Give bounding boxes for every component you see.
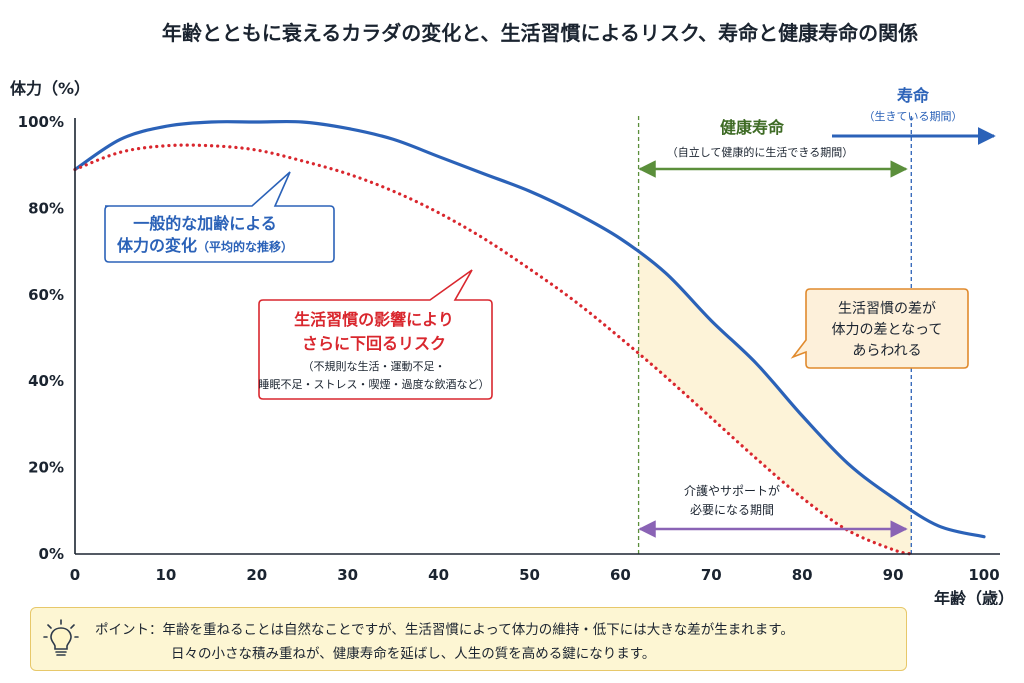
blue-callout: 一般的な加齢による 体力の変化（平均的な推移）: [104, 171, 335, 263]
x-tick-label: 20: [246, 566, 267, 584]
x-tick-label: 100: [968, 566, 999, 584]
blue-callout-line1: 一般的な加齢による: [133, 214, 277, 233]
red-callout: 生活習慣の影響により さらに下回るリスク （不規則な生活・運動不足・ 睡眠不足・…: [258, 269, 493, 400]
x-tick-label: 70: [701, 566, 722, 584]
care-period-line2: 必要になる期間: [690, 503, 774, 517]
x-tick-label: 0: [70, 566, 80, 584]
blue-callout-line2-small: （平均的な推移）: [197, 239, 293, 254]
series-line-average: [73, 119, 986, 539]
y-tick-label: 0%: [39, 545, 64, 563]
series-layer: [73, 119, 986, 556]
lightbulb-icon: [43, 619, 79, 656]
x-tick-label: 30: [337, 566, 358, 584]
red-callout-line1: 生活習慣の影響により: [294, 310, 454, 329]
orange-callout: 生活習慣の差が 体力の差となって あらわれる: [790, 288, 969, 369]
svg-text:体力の変化（平均的な推移）: 体力の変化（平均的な推移）: [117, 236, 293, 255]
y-tick-label: 60%: [28, 286, 64, 304]
x-tick-label: 10: [155, 566, 176, 584]
red-callout-line4: 睡眠不足・ストレス・喫煙・過度な飲酒など）: [259, 377, 490, 391]
tip-line1: ポイント：年齢を重ねることは自然なことですが、生活習慣によって体力の維持・低下に…: [95, 622, 794, 638]
y-tick-label: 80%: [28, 199, 64, 217]
orange-callout-line1: 生活習慣の差が: [838, 300, 936, 317]
x-tick-label: 60: [610, 566, 631, 584]
red-callout-line2: さらに下回るリスク: [302, 334, 446, 353]
chart-area: 年齢とともに衰えるカラダの変化と、生活習慣によるリスク、寿命と健康寿命の関係 体…: [10, 21, 1014, 605]
red-callout-line3: （不規則な生活・運動不足・: [303, 359, 446, 373]
blue-callout-line2: 体力の変化: [117, 236, 197, 255]
care-period-line1: 介護やサポートが: [684, 483, 780, 498]
tip-line2: 日々の小さな積み重ねが、健康寿命を延ばし、人生の質を高める鍵になります。: [171, 646, 656, 662]
shaded-region-layer: [638, 252, 912, 555]
orange-callout-line2: 体力の差となって: [832, 322, 943, 338]
y-axis-label: 体力（%）: [10, 79, 90, 98]
y-tick-label: 40%: [28, 372, 64, 390]
y-tick-label: 20%: [28, 459, 64, 477]
orange-callout-line3: あらわれる: [852, 343, 921, 359]
healthy-life-sub: （自立して健康的に生活できる期間）: [667, 145, 853, 159]
lifespan-sub: （生きている期間）: [864, 109, 963, 123]
x-tick-label: 90: [883, 566, 904, 584]
x-axis-label: 年齢（歳）: [934, 589, 1014, 605]
shaded-gap-area: [638, 252, 912, 555]
y-tick-label: 100%: [18, 113, 64, 131]
chart-title: 年齢とともに衰えるカラダの変化と、生活習慣によるリスク、寿命と健康寿命の関係: [162, 21, 918, 45]
lifespan-label: 寿命: [897, 86, 930, 105]
x-tick-label: 80: [792, 566, 813, 584]
healthy-life-label: 健康寿命: [720, 118, 785, 137]
tip-box: ポイント：年齢を重ねることは自然なことですが、生活習慣によって体力の維持・低下に…: [30, 607, 907, 671]
series-line-risk: [73, 143, 913, 556]
x-tick-label: 50: [519, 566, 540, 584]
axes-layer: 0 10 20 30 40 50 60 70 80 90 100 0% 20% 40% 60% 80% 100%: [18, 113, 1000, 584]
x-tick-label: 40: [428, 566, 449, 584]
